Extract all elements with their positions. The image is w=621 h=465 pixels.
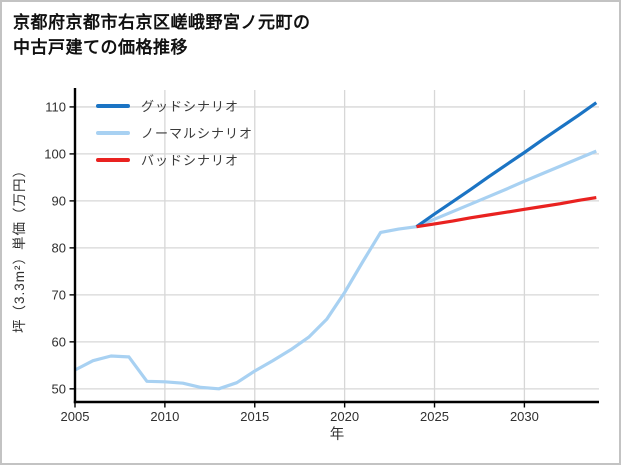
chart-title-line-1: 京都府京都市右京区嵯峨野宮ノ元町の (13, 13, 311, 32)
x-tick-label: 2010 (150, 409, 179, 424)
y-tick-label: 50 (52, 381, 66, 396)
y-tick-label: 90 (52, 193, 66, 208)
y-tick-label: 100 (44, 146, 66, 161)
chart-title: 京都府京都市右京区嵯峨野宮ノ元町の 中古戸建ての価格推移 (13, 10, 311, 60)
y-tick-label: 70 (52, 287, 66, 302)
x-tick-label: 2030 (510, 409, 539, 424)
x-tick-label: 2005 (61, 409, 90, 424)
legend-label: グッドシナリオ (141, 99, 240, 114)
x-axis-label: 年 (329, 427, 345, 443)
good-scenario-line-swatch (96, 103, 130, 108)
x-tick-label: 2020 (330, 409, 359, 424)
chart-title-line-2: 中古戸建ての価格推移 (13, 38, 188, 57)
legend-item-good-scenario: グッドシナリオ (96, 92, 253, 119)
legend-item-normal-scenario: ノーマルシナリオ (96, 119, 253, 146)
series-line (415, 101, 598, 229)
bad-scenario-line-swatch (96, 157, 130, 162)
y-tick-label: 80 (52, 240, 66, 255)
y-tick-label: 60 (52, 334, 66, 349)
x-tick-label: 2015 (240, 409, 269, 424)
series-line (416, 196, 597, 229)
chart-legend: グッドシナリオ ノーマルシナリオ バッドシナリオ (96, 92, 253, 173)
legend-label: ノーマルシナリオ (141, 126, 254, 141)
normal-scenario-line-swatch (96, 130, 130, 135)
y-tick-label: 110 (45, 99, 66, 114)
legend-label: バッドシナリオ (141, 153, 240, 168)
y-axis-label: 坪（3.3m²）単価（万円） (12, 163, 27, 334)
series-line (74, 149, 597, 391)
x-tick-label: 2025 (420, 409, 449, 424)
legend-item-bad-scenario: バッドシナリオ (96, 146, 253, 173)
